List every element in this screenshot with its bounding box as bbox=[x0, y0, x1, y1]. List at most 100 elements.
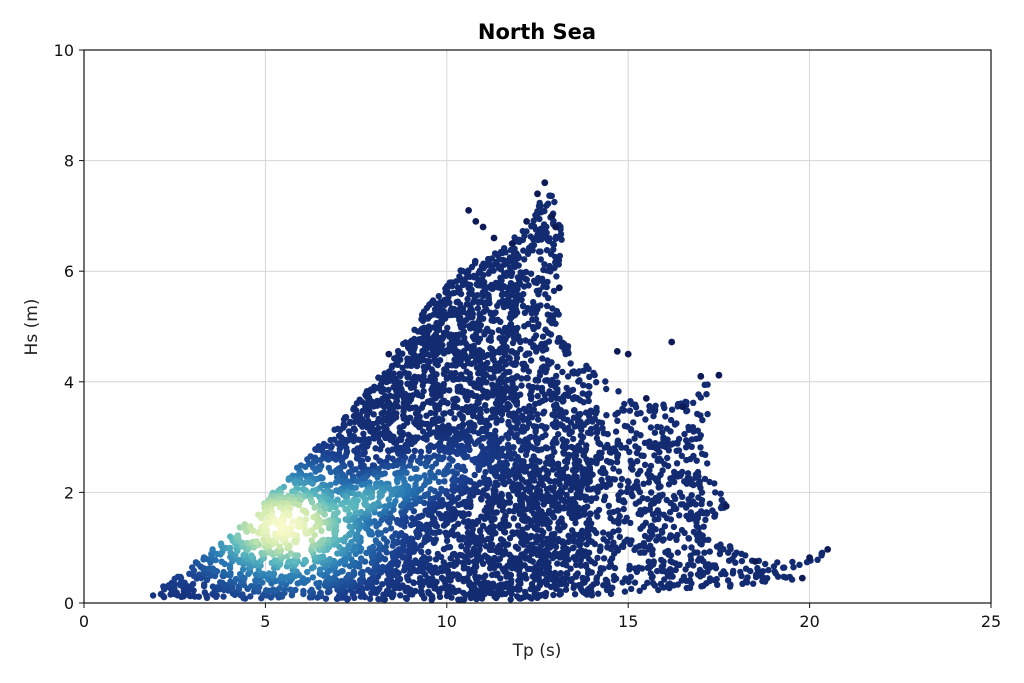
scatter-point bbox=[406, 462, 413, 469]
scatter-point bbox=[507, 315, 514, 322]
scatter-point bbox=[527, 270, 535, 277]
scatter-point bbox=[469, 456, 476, 464]
scatter-point bbox=[598, 476, 605, 484]
scatter-point bbox=[690, 562, 697, 569]
scatter-point bbox=[521, 309, 529, 316]
scatter-point bbox=[645, 546, 653, 553]
scatter-point bbox=[436, 447, 443, 454]
scatter-point bbox=[565, 392, 572, 399]
scatter-point bbox=[426, 562, 433, 569]
scatter-point bbox=[536, 372, 544, 379]
scatter-point bbox=[336, 445, 343, 453]
scatter-point bbox=[524, 524, 531, 531]
scatter-point bbox=[600, 536, 607, 543]
scatter-point bbox=[505, 434, 512, 442]
scatter-point bbox=[440, 350, 448, 357]
scatter-point bbox=[667, 475, 674, 482]
scatter-point bbox=[419, 382, 426, 389]
scatter-point bbox=[645, 558, 652, 565]
scatter-point bbox=[317, 589, 324, 596]
scatter-point bbox=[701, 549, 708, 556]
scatter-point bbox=[374, 474, 381, 481]
scatter-point bbox=[683, 437, 690, 444]
scatter-point bbox=[662, 549, 669, 556]
scatter-point bbox=[440, 387, 447, 395]
scatter-point bbox=[716, 550, 724, 558]
scatter-point bbox=[718, 496, 725, 504]
scatter-point bbox=[635, 510, 642, 517]
scatter-point bbox=[595, 419, 603, 426]
scatter-point bbox=[610, 528, 617, 535]
scatter-point bbox=[478, 495, 485, 502]
scatter-point bbox=[681, 544, 688, 551]
scatter-point bbox=[562, 464, 570, 471]
scatter-point bbox=[443, 375, 450, 382]
scatter-point bbox=[582, 409, 590, 416]
scatter-point bbox=[540, 410, 547, 417]
scatter-point bbox=[451, 415, 458, 422]
scatter-point bbox=[583, 541, 590, 548]
scatter-point bbox=[212, 556, 219, 564]
scatter-point bbox=[518, 516, 526, 523]
scatter-point bbox=[695, 494, 702, 501]
data-points bbox=[149, 179, 832, 603]
scatter-point bbox=[218, 558, 225, 565]
scatter-point bbox=[621, 588, 629, 595]
scatter-point bbox=[666, 509, 674, 516]
scatter-point bbox=[450, 376, 457, 383]
scatter-point bbox=[586, 464, 594, 472]
scatter-point bbox=[765, 566, 772, 574]
scatter-point bbox=[618, 475, 626, 483]
scatter-point bbox=[421, 367, 428, 374]
scatter-point bbox=[577, 557, 584, 564]
scatter-point bbox=[461, 454, 468, 461]
scatter-point bbox=[593, 509, 600, 516]
scatter-point bbox=[422, 462, 430, 470]
scatter-point bbox=[331, 574, 338, 581]
scatter-point bbox=[312, 468, 319, 475]
scatter-point bbox=[644, 495, 651, 503]
scatter-point bbox=[534, 392, 541, 400]
scatter-point bbox=[352, 533, 360, 540]
scatter-point bbox=[523, 408, 530, 415]
scatter-point bbox=[525, 368, 532, 375]
scatter-point bbox=[316, 566, 324, 573]
scatter-point bbox=[428, 463, 436, 471]
scatter-point bbox=[687, 552, 694, 559]
scatter-point bbox=[255, 567, 262, 574]
scatter-point bbox=[607, 514, 614, 522]
scatter-point bbox=[414, 514, 422, 521]
scatter-point bbox=[408, 514, 416, 522]
scatter-point bbox=[585, 397, 592, 405]
scatter-point bbox=[673, 447, 680, 454]
scatter-point bbox=[684, 474, 691, 482]
scatter-point bbox=[570, 407, 578, 414]
scatter-point bbox=[498, 490, 505, 498]
scatter-point bbox=[528, 507, 535, 514]
scatter-point bbox=[580, 382, 587, 389]
scatter-point bbox=[425, 548, 432, 556]
scatter-point bbox=[466, 446, 473, 454]
scatter-point bbox=[599, 424, 606, 432]
scatter-point bbox=[371, 435, 378, 442]
scatter-point bbox=[567, 360, 574, 367]
scatter-point bbox=[440, 522, 448, 529]
scatter-point bbox=[530, 236, 537, 243]
scatter-point bbox=[483, 379, 490, 386]
scatter-point bbox=[571, 582, 578, 589]
scatter-point bbox=[554, 363, 561, 370]
scatter-point bbox=[326, 556, 334, 563]
scatter-point bbox=[491, 368, 498, 375]
scatter-point bbox=[621, 400, 628, 408]
scatter-point bbox=[543, 486, 551, 493]
scatter-point bbox=[402, 594, 409, 601]
scatter-point bbox=[670, 523, 678, 531]
scatter-point bbox=[674, 549, 681, 556]
scatter-point bbox=[239, 566, 247, 573]
scatter-point bbox=[407, 384, 415, 391]
scatter-point bbox=[562, 350, 569, 358]
scatter-point bbox=[492, 479, 499, 486]
scatter-point bbox=[690, 399, 697, 406]
scatter-point bbox=[480, 474, 488, 481]
scatter-point bbox=[376, 493, 383, 501]
